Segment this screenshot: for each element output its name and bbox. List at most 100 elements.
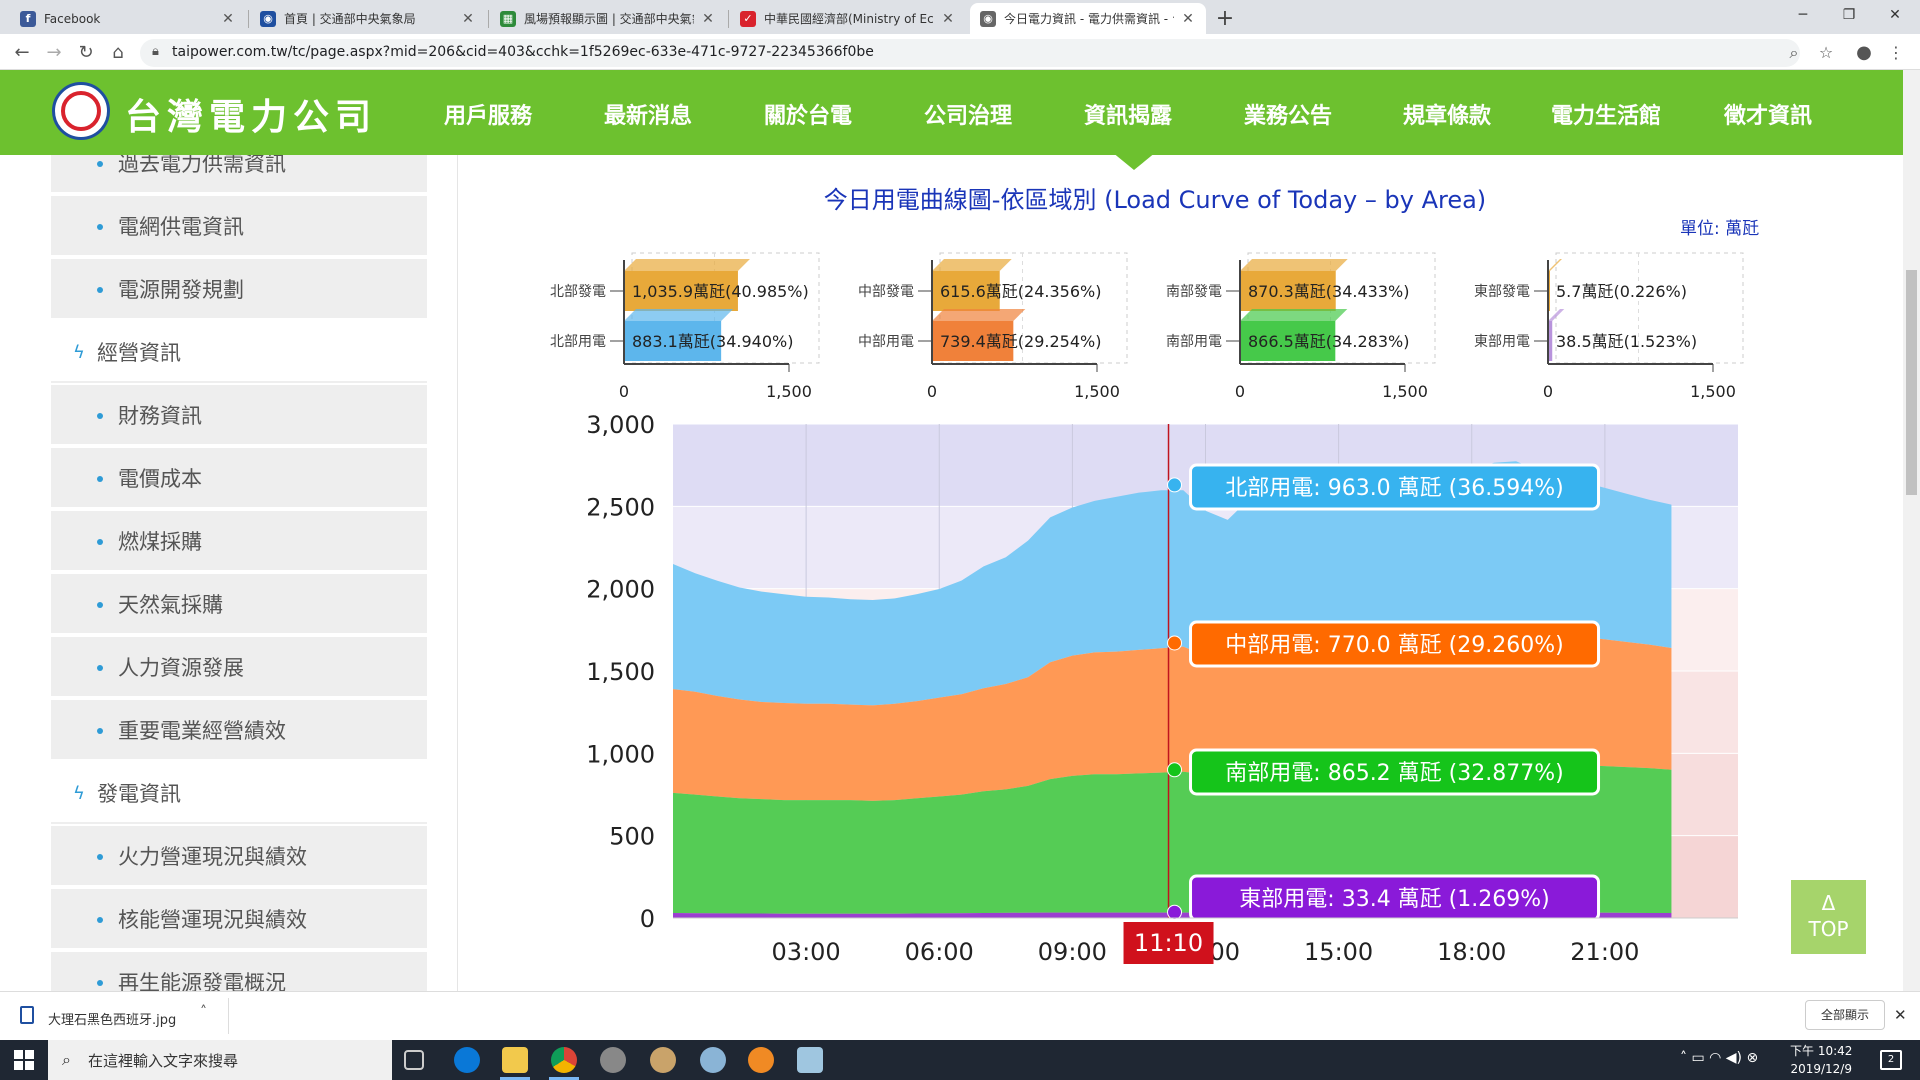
browser-tab[interactable]: ◉ 首頁 | 交通部中央氣象局 ✕ [250,3,486,34]
site-logo-text[interactable]: 台灣電力公司 [125,96,378,138]
content-divider [457,155,458,991]
sidebar-item[interactable]: 電源開發規劃 [51,259,427,320]
app-icon-1[interactable] [600,1047,626,1073]
zoom-icon[interactable]: ⌕ [1789,43,1799,62]
browser-tab[interactable]: ◉ 今日電力資訊 - 電力供需資訊 - 台 ✕ [970,3,1206,34]
sidebar-item[interactable]: 財務資訊 [51,385,427,446]
page-scrollbar[interactable] [1903,70,1920,991]
sidebar-item[interactable]: 火力營運現況與績效 [51,826,427,887]
taipower-logo-icon[interactable] [52,82,110,140]
home-icon[interactable]: ⌂ [112,42,124,63]
menu-item[interactable]: 規章條款 [1403,104,1492,129]
browser-tab[interactable]: ✓ 中華民國經濟部(Ministry of Econ ✕ [730,3,966,34]
sidebar-item-label: 發電資訊 [97,781,181,806]
sidebar-item[interactable]: 電價成本 [51,448,427,509]
download-separator [228,998,229,1034]
tab-close-icon[interactable]: ✕ [462,10,474,27]
minimize-button[interactable]: ─ [1798,7,1808,23]
menu-kebab-icon[interactable]: ⋮ [1888,43,1904,62]
close-download-bar-icon[interactable]: ✕ [1894,1006,1907,1024]
sidebar-item[interactable]: 天然氣採購 [51,574,427,635]
scrollbar-thumb[interactable] [1906,270,1917,495]
sidebar-item-label: 過去電力供需資訊 [118,155,286,176]
show-all-downloads-button[interactable]: 全部顯示 [1805,1000,1885,1030]
y-tick-label: 0 [640,905,655,933]
profile-icon[interactable]: ● [1856,42,1872,63]
tab-close-icon[interactable]: ✕ [222,10,234,27]
new-tab-button[interactable]: + [1215,6,1235,31]
bar-top [1240,259,1348,271]
bar-top [1548,309,1565,321]
bar-top [932,259,1012,271]
x-tick-label: 09:00 [1038,938,1107,966]
app-icon-2[interactable] [650,1047,676,1073]
tab-close-icon[interactable]: ✕ [1182,10,1194,27]
app-icon-4[interactable] [797,1047,823,1073]
notification-icon[interactable]: 2 [1880,1050,1902,1070]
tab-close-icon[interactable]: ✕ [702,10,714,27]
bar-value-label: 5.7萬瓩(0.226%) [1556,282,1687,301]
bar-category-label: 東部用電 [1474,334,1530,350]
sidebar-item[interactable]: 燃煤採購 [51,511,427,572]
tooltip-text: 北部用電: 963.0 萬瓩 (36.594%) [1225,476,1563,501]
menu-item[interactable]: 公司治理 [924,104,1013,129]
file-icon[interactable] [20,1006,34,1024]
site-header [0,70,1920,155]
menu-item[interactable]: 用戶服務 [444,104,533,129]
sidebar-section[interactable]: ϟ 經營資訊 [51,322,427,383]
taskbar-clock[interactable]: 下午 10:42 2019/12/9 [1790,1042,1852,1078]
bar-category-label: 北部用電 [550,334,606,350]
back-icon[interactable]: ← [14,42,30,63]
chevron-up-icon[interactable]: ˄ [200,1004,207,1020]
menu-item[interactable]: 徵才資訊 [1724,104,1813,129]
tooltip-marker [1167,762,1183,778]
sidebar-item[interactable]: 核能營運現況與績效 [51,889,427,950]
sidebar-item[interactable]: 再生能源發電概況 [51,952,427,991]
file-explorer-icon[interactable] [502,1047,528,1073]
sidebar-item[interactable]: 重要電業經營績效 [51,700,427,761]
chrome-icon[interactable] [551,1047,577,1073]
tab-favicon-icon: f [20,10,36,27]
taskbar-search-box[interactable]: 在這裡輸入文字來搜尋 [48,1040,392,1080]
menu-item[interactable]: 關於台電 [764,104,853,129]
menu-item[interactable]: 最新消息 [604,104,693,129]
menu-item[interactable]: 業務公告 [1244,104,1333,129]
x-tick-label: 06:00 [905,938,974,966]
bar-category-label: 中部發電 [858,284,914,300]
lock-icon[interactable]: 🔒︎ [152,44,159,59]
bar-value-label: 615.6萬瓩(24.356%) [940,282,1101,301]
task-view-icon[interactable] [404,1050,424,1070]
sidebar-section[interactable]: ϟ 發電資訊 [51,763,427,824]
bar [932,321,1014,361]
tab-favicon-icon: ◉ [980,10,996,27]
sidebar-item[interactable]: 電網供電資訊 [51,196,427,257]
y-tick-label: 3,000 [586,411,655,439]
menu-item[interactable]: 資訊揭露 [1084,104,1173,129]
sidebar-item[interactable]: 人力資源發展 [51,637,427,698]
forward-icon[interactable]: → [46,42,62,63]
bookmark-star-icon[interactable]: ☆ [1818,43,1834,62]
blender-icon[interactable] [748,1047,774,1073]
maximize-button[interactable]: ❐ [1842,7,1856,23]
tooltip-marker [1167,635,1183,651]
back-to-top-button[interactable]: Δ TOP [1791,880,1866,954]
x-tick-label: 21:00 [1570,938,1639,966]
edge-icon[interactable] [454,1047,480,1073]
url-bar[interactable] [140,39,1800,67]
close-window-button[interactable]: ✕ [1889,7,1901,23]
sidebar-item-label: 燃煤採購 [118,529,202,554]
windows-start-icon[interactable] [14,1050,34,1070]
browser-tab[interactable]: f Facebook ✕ [10,3,246,34]
tab-close-icon[interactable]: ✕ [942,10,954,27]
tab-title: 首頁 | 交通部中央氣象局 [284,12,416,26]
taskbar-search-text[interactable]: 在這裡輸入文字來搜尋 [88,1051,239,1070]
browser-tab[interactable]: ▦ 風場預報顯示圖 | 交通部中央氣象局 ✕ [490,3,726,34]
menu-item[interactable]: 電力生活館 [1551,104,1662,129]
system-tray-icons[interactable]: ˄ ▭ ◠ ◀︎) ⊗ [1680,1050,1759,1066]
sidebar-item[interactable]: 過去電力供需資訊 [51,155,427,194]
app-icon-3[interactable] [700,1047,726,1073]
reload-icon[interactable]: ↻ [78,42,94,63]
url-text[interactable]: taipower.com.tw/tc/page.aspx?mid=206&cid… [172,44,874,60]
download-filename[interactable]: 大理石黑色西班牙.jpg [48,1013,177,1028]
sidebar: 過去電力供需資訊電網供電資訊 電源開發規劃 ϟ 經營資訊 財務資訊 電價成本燃煤採購天然氣… [51,155,427,991]
